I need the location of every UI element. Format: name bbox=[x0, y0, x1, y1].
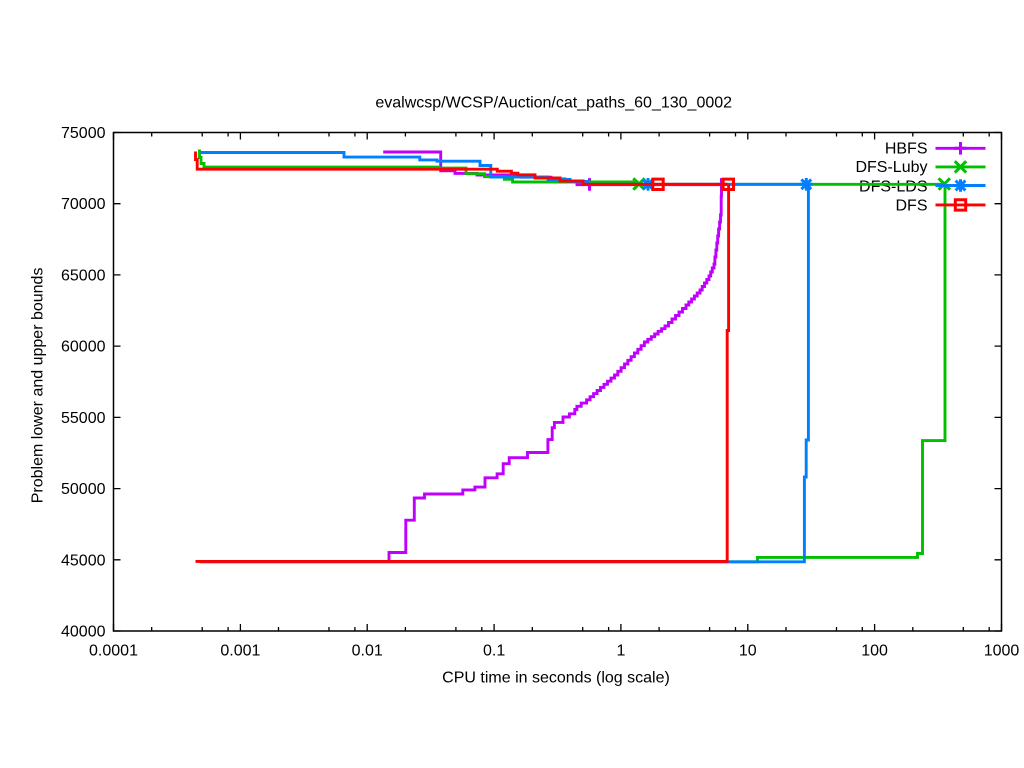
svg-text:Problem lower and upper bounds: Problem lower and upper bounds bbox=[30, 268, 47, 504]
svg-text:1: 1 bbox=[616, 643, 625, 660]
svg-text:DFS: DFS bbox=[896, 198, 928, 215]
svg-text:1000: 1000 bbox=[984, 643, 1020, 660]
svg-text:70000: 70000 bbox=[61, 196, 106, 213]
svg-text:HBFS: HBFS bbox=[885, 140, 928, 157]
svg-text:50000: 50000 bbox=[61, 481, 106, 498]
svg-text:0.0001: 0.0001 bbox=[89, 643, 138, 660]
svg-text:60000: 60000 bbox=[61, 339, 106, 356]
svg-text:0.1: 0.1 bbox=[483, 643, 505, 660]
svg-text:75000: 75000 bbox=[61, 125, 106, 142]
svg-text:100: 100 bbox=[861, 643, 888, 660]
svg-text:DFS-LDS: DFS-LDS bbox=[859, 178, 927, 195]
svg-text:0.01: 0.01 bbox=[352, 643, 383, 660]
svg-text:DFS-Luby: DFS-Luby bbox=[855, 159, 927, 176]
svg-text:0.001: 0.001 bbox=[220, 643, 260, 660]
svg-text:CPU time in seconds (log scale: CPU time in seconds (log scale) bbox=[442, 670, 670, 687]
svg-text:55000: 55000 bbox=[61, 410, 106, 427]
svg-text:45000: 45000 bbox=[61, 552, 106, 569]
svg-text:evalwcsp/WCSP/Auction/cat_path: evalwcsp/WCSP/Auction/cat_paths_60_130_0… bbox=[375, 95, 732, 112]
svg-text:40000: 40000 bbox=[61, 624, 106, 641]
svg-text:65000: 65000 bbox=[61, 267, 106, 284]
svg-text:10: 10 bbox=[739, 643, 757, 660]
